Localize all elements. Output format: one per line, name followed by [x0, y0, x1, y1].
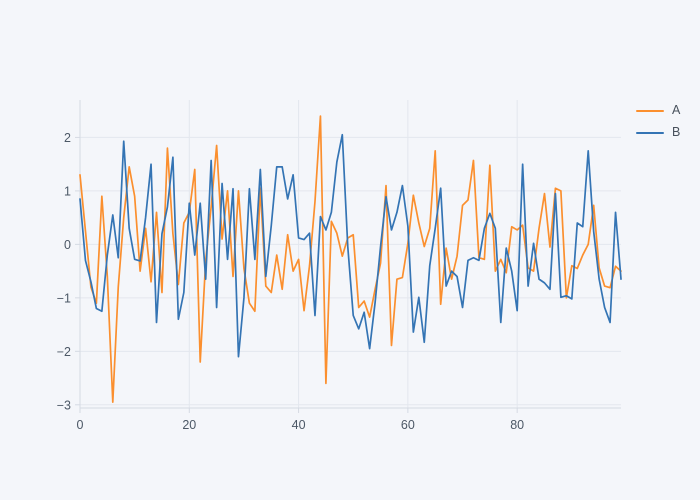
legend-item-b[interactable]: B: [636, 125, 680, 140]
y-tick-label: 0: [64, 238, 71, 252]
legend-line-swatch-b: [636, 131, 664, 134]
legend: A B: [636, 103, 680, 140]
x-tick-label: 40: [292, 418, 306, 432]
series-line-b: [79, 133, 622, 358]
x-tick-label: 60: [401, 418, 415, 432]
y-tick-label: 2: [64, 131, 71, 145]
x-tick-label: 20: [182, 418, 196, 432]
legend-line-swatch-a: [636, 109, 664, 112]
legend-item-a[interactable]: A: [636, 103, 680, 118]
y-tick-label: −3: [57, 398, 71, 412]
legend-label-b: B: [672, 125, 681, 139]
x-tick-label: 0: [77, 418, 84, 432]
x-tick-label: 80: [510, 418, 524, 432]
y-tick-label: 1: [64, 184, 71, 198]
y-tick-label: −2: [57, 345, 71, 359]
y-tick-label: −1: [57, 291, 71, 305]
legend-label-a: A: [672, 103, 681, 117]
